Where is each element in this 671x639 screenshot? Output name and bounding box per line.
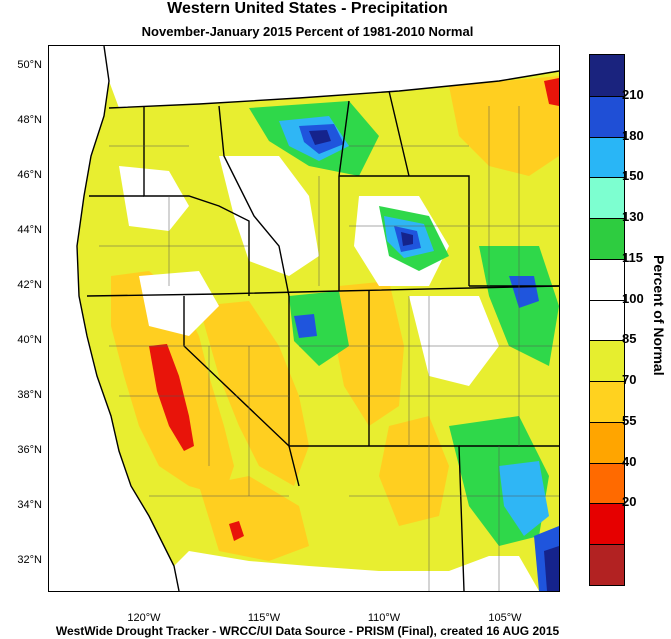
lat-label-50: 50°N: [17, 59, 42, 71]
map-canvas: [49, 46, 559, 591]
colorbar-label: 180: [622, 127, 644, 143]
orange-region-southaz: [199, 476, 309, 561]
colorbar-label: 130: [622, 209, 644, 225]
colorbar-label: 100: [622, 290, 644, 306]
colorbar-label: 210: [622, 86, 644, 102]
navy-region-montana: [309, 130, 331, 145]
colorbar-label: 150: [622, 168, 644, 184]
colorbar-segment: [590, 462, 624, 504]
colorbar-label: 115: [622, 249, 643, 265]
lat-label-34: 34°N: [17, 499, 42, 511]
footer-credit: WestWide Drought Tracker - WRCC/UI Data …: [55, 624, 560, 638]
cyan-region-nm: [499, 461, 549, 536]
colorbar-label: 85: [622, 331, 637, 347]
red-region-montana: [544, 78, 559, 106]
colorbar-segment: [590, 258, 624, 300]
lon-label-115: 115°W: [247, 612, 281, 624]
blue-region-utah: [294, 314, 317, 338]
lat-label-32: 32°N: [17, 554, 42, 566]
white-region-colorado: [409, 296, 499, 386]
lat-label-38: 38°N: [17, 389, 42, 401]
colorbar-segment: [590, 381, 624, 422]
red-region-sierra: [149, 344, 194, 451]
colorbar-segment: [590, 177, 624, 219]
map-subtitle: November-January 2015 Percent of 1981-20…: [141, 24, 474, 39]
navy-region-texas: [544, 546, 559, 591]
navy-region-wyoming: [401, 232, 413, 246]
lat-label-36: 36°N: [17, 444, 42, 456]
colorbar-segment: [590, 421, 624, 463]
green-region-utah: [289, 291, 349, 366]
blue-region-colorado: [509, 276, 539, 308]
white-region-nevada: [139, 271, 219, 336]
lat-label-48: 48°N: [17, 114, 42, 126]
colorbar-segment: [590, 544, 624, 585]
colorbar-segment: [590, 299, 624, 341]
colorbar-segment: [590, 340, 624, 382]
colorbar-segment: [590, 218, 624, 259]
map-title: Western United States - Precipitation: [167, 0, 448, 17]
mexico-area: [174, 551, 539, 591]
lon-label-120: 120°W: [127, 612, 161, 624]
canada-area: [49, 46, 559, 108]
colorbar-label: 55: [622, 412, 637, 428]
lon-label-110: 110°W: [367, 612, 401, 624]
lon-label-105: 105°W: [488, 612, 522, 624]
lat-label-46: 46°N: [17, 169, 42, 181]
colorbar-segment: [590, 503, 624, 545]
orange-region-montana: [449, 76, 559, 176]
lat-label-44: 44°N: [17, 224, 42, 236]
colorbar-segment: [590, 55, 624, 96]
lat-label-42: 42°N: [17, 279, 42, 291]
colorbar-segment: [590, 95, 624, 137]
orange-region-nm: [379, 416, 449, 526]
colorbar-label: 20: [622, 494, 637, 510]
colorbar-label: 70: [622, 372, 637, 388]
colorbar-label: 40: [622, 453, 637, 469]
colorbar-segment: [590, 136, 624, 178]
precipitation-map: [48, 45, 560, 592]
county-boundaries: [99, 106, 559, 591]
white-region-oregon: [119, 166, 189, 231]
red-region-socal: [229, 521, 244, 541]
colorbar: [589, 54, 625, 586]
colorbar-title: Percent of Normal: [651, 255, 667, 376]
lat-label-40: 40°N: [17, 334, 42, 346]
